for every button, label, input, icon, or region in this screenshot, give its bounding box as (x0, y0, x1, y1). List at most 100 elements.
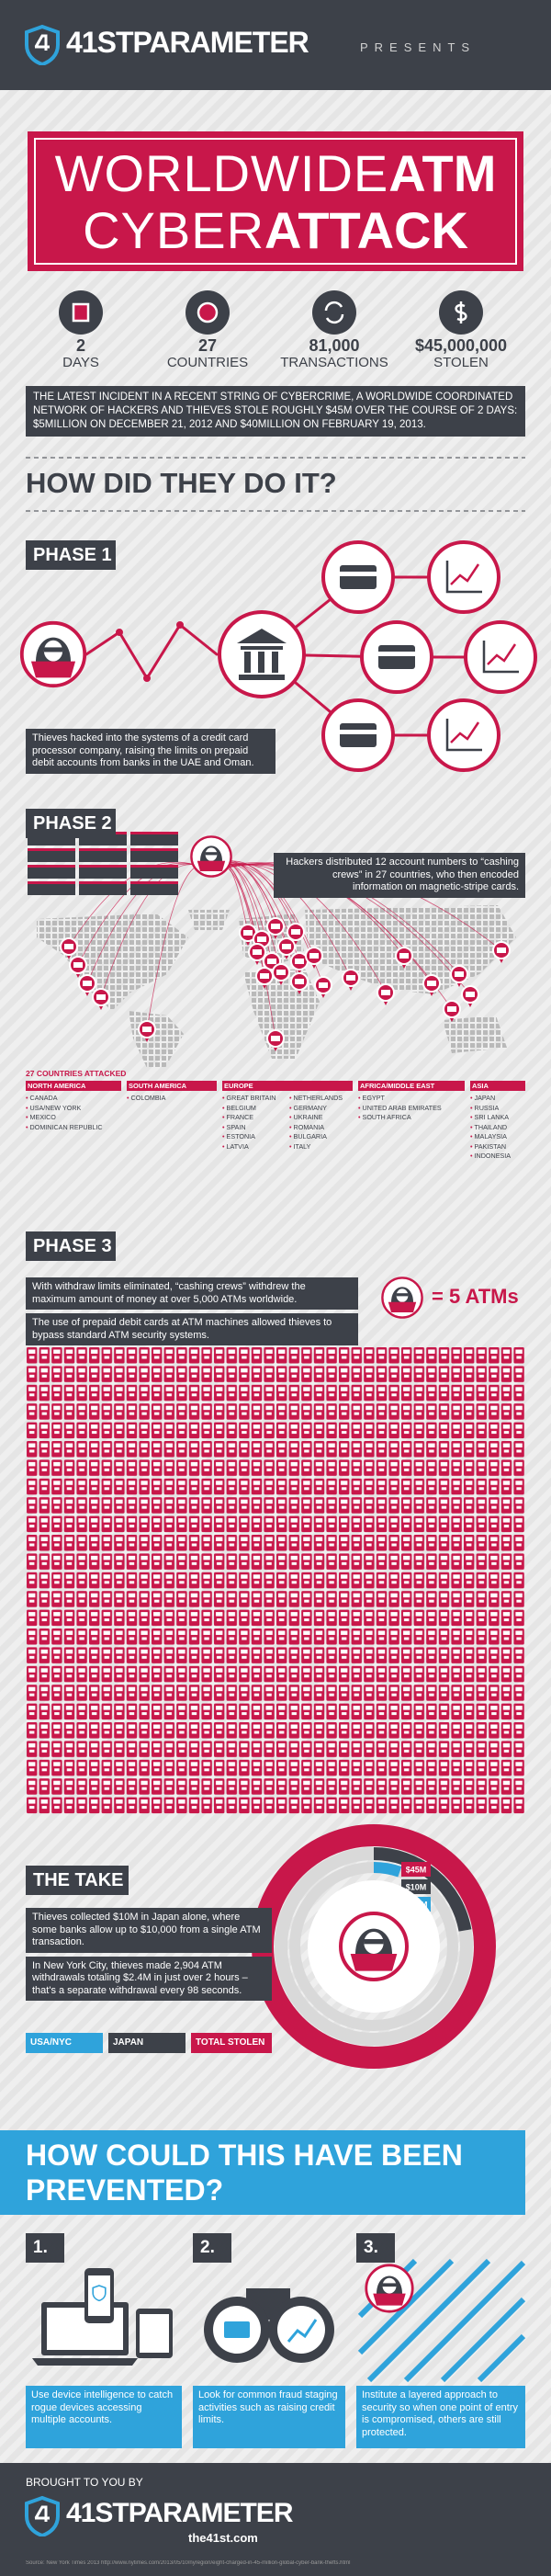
pin-card (142, 1027, 152, 1032)
pin-card (381, 990, 390, 995)
record-head (28, 848, 75, 851)
step-text: Use device intelligence to catch rogue d… (26, 2386, 182, 2448)
region-header: EUROPE (222, 1081, 353, 1091)
pin-card (319, 982, 328, 988)
record-head (79, 865, 127, 868)
title-bold: ATTACK (264, 201, 468, 259)
record (79, 865, 127, 879)
pin-card (73, 962, 83, 968)
country: MALAYSIA (470, 1132, 525, 1142)
stat-glyph (72, 302, 90, 323)
country: BELGIUM (222, 1104, 286, 1114)
donut-arc (373, 1862, 402, 1878)
donut-chart: $2.4M$10M$45M (252, 1824, 496, 2069)
country: SRI LANKA (470, 1113, 525, 1123)
legend-item: JAPAN (108, 2033, 186, 2053)
country: COLOMBIA (127, 1094, 217, 1104)
country: ESTONIA (222, 1132, 286, 1142)
chart-axes (445, 719, 482, 752)
chart-trend (450, 563, 480, 585)
footer-bar (0, 2463, 551, 2576)
country: UKRAINE (289, 1113, 353, 1123)
legend-item: TOTAL STOLEN (191, 2033, 272, 2053)
pin-card (291, 929, 300, 935)
card-icon (340, 723, 377, 747)
record (130, 832, 178, 845)
record (130, 848, 178, 862)
region-list: COLOMBIA (127, 1094, 217, 1104)
country: MEXICO (26, 1113, 121, 1123)
take-paragraph: Thieves collected $10M in Japan alone, w… (26, 1908, 272, 1953)
record-head (130, 832, 178, 834)
stat-value: 81,000 (309, 336, 360, 355)
record-head (79, 848, 127, 851)
pin-card (309, 953, 319, 959)
step-number: 3. (356, 2233, 395, 2263)
country: PAKISTAN (470, 1142, 525, 1152)
pin-card (346, 975, 355, 981)
footer-brand: 41STPARAMETER (66, 2498, 293, 2528)
pin-card (271, 1036, 280, 1041)
title-bold: ATM (388, 144, 497, 202)
atm-key-icon (381, 1277, 423, 1319)
card-stripe (340, 730, 377, 734)
country: INDONESIA (470, 1152, 525, 1162)
country: GERMANY (289, 1104, 353, 1114)
prevention-band (0, 2130, 525, 2215)
pin-card (282, 944, 291, 949)
record-head (28, 865, 75, 868)
record-head (130, 865, 178, 868)
country: ROMANIA (289, 1123, 353, 1133)
country: SOUTH AFRICA (358, 1113, 465, 1123)
record (130, 881, 178, 895)
phase1-diagram (19, 575, 502, 737)
brought-by: BROUGHT TO YOU BY (26, 2476, 143, 2489)
record (28, 848, 75, 862)
intruder-icon (365, 2264, 414, 2313)
country: THAILAND (470, 1123, 525, 1133)
phase-label: PHASE 1 (26, 540, 116, 570)
country: UNITED ARAB EMIRATES (358, 1104, 465, 1114)
pin-card (466, 992, 475, 997)
donut-arc (373, 1847, 472, 1932)
stolen-records (28, 832, 178, 895)
header-bar (0, 0, 551, 90)
country: EGYPT (358, 1094, 465, 1104)
phase-caption: With withdraw limits eliminated, “cashin… (26, 1277, 358, 1310)
pin-card (267, 959, 276, 964)
stat-glyph (197, 301, 219, 323)
country: DOMINICAN REPUBLIC (26, 1123, 121, 1133)
stat-value: $45,000,000 (414, 336, 508, 355)
value-label: $10M (406, 1883, 427, 1892)
country: ITALY (289, 1142, 353, 1152)
card-icon (378, 645, 415, 669)
brand: 41STPARAMETER (66, 26, 309, 59)
country: GREAT BRITAIN (222, 1094, 286, 1104)
phase-label: PHASE 3 (26, 1231, 116, 1261)
stat-label: TRANSACTIONS (280, 355, 388, 370)
region-header: AFRICA/MIDDLE EAST (358, 1081, 465, 1091)
pin-card (447, 1006, 456, 1012)
pin-card (260, 973, 269, 979)
pin-card (83, 981, 92, 986)
step-text: Institute a layered approach to security… (356, 2386, 525, 2448)
country: JAPAN (470, 1094, 525, 1104)
title: WORLDWIDEATM CYBERATTACK (28, 145, 523, 259)
title-border (34, 138, 517, 265)
phase-caption: Hackers distributed 12 account numbers t… (274, 853, 525, 898)
record-head (79, 881, 127, 884)
spacer (276, 845, 525, 849)
country: RUSSIA (470, 1104, 525, 1114)
stat-label: COUNTRIES (166, 355, 249, 370)
stat-icon (312, 290, 356, 335)
chart-axes (445, 561, 482, 594)
legend-item: USA/NYC (26, 2033, 103, 2053)
pin-card (253, 949, 262, 955)
phase-captions: With withdraw limits eliminated, “cashin… (26, 1277, 358, 1349)
source: Source: New York Times 2013 http://www.n… (26, 2560, 351, 2566)
step-number: 2. (193, 2233, 231, 2263)
title-line: CYBERATTACK (28, 202, 523, 259)
country: LATVIA (222, 1142, 286, 1152)
pin-card (295, 979, 304, 984)
stat-label: DAYS (62, 355, 99, 370)
